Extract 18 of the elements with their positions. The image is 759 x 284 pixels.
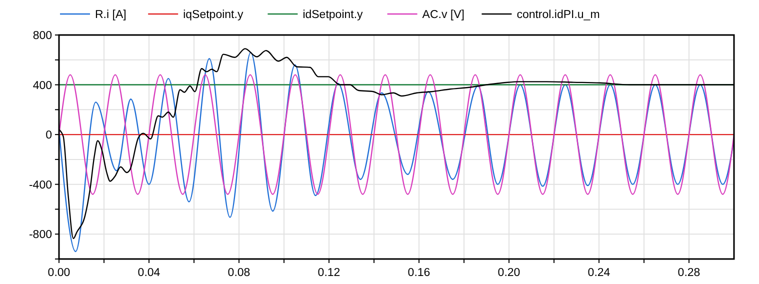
legend-label: AC.v [V] xyxy=(422,9,464,21)
x-tick-label: 0.12 xyxy=(318,267,340,279)
x-tick-label: 0.24 xyxy=(588,267,611,279)
y-tick-label: 800 xyxy=(32,30,52,42)
legend-label: iqSetpoint.y xyxy=(183,9,244,21)
x-tick-label: 0.04 xyxy=(138,267,161,279)
legend-label: R.i [A] xyxy=(95,9,126,21)
y-tick-label: 400 xyxy=(32,80,52,92)
x-tick-label: 0.00 xyxy=(48,267,70,279)
x-tick-label: 0.08 xyxy=(228,267,250,279)
x-tick-label: 0.16 xyxy=(408,267,430,279)
x-tick-label: 0.20 xyxy=(498,267,520,279)
legend-label: control.idPI.u_m xyxy=(516,9,600,21)
y-tick-label: -400 xyxy=(28,179,52,192)
y-tick-label: -800 xyxy=(28,229,52,242)
y-tick-label: 0 xyxy=(46,130,52,142)
legend-label: idSetpoint.y xyxy=(302,9,364,21)
x-tick-label: 0.28 xyxy=(678,267,700,279)
